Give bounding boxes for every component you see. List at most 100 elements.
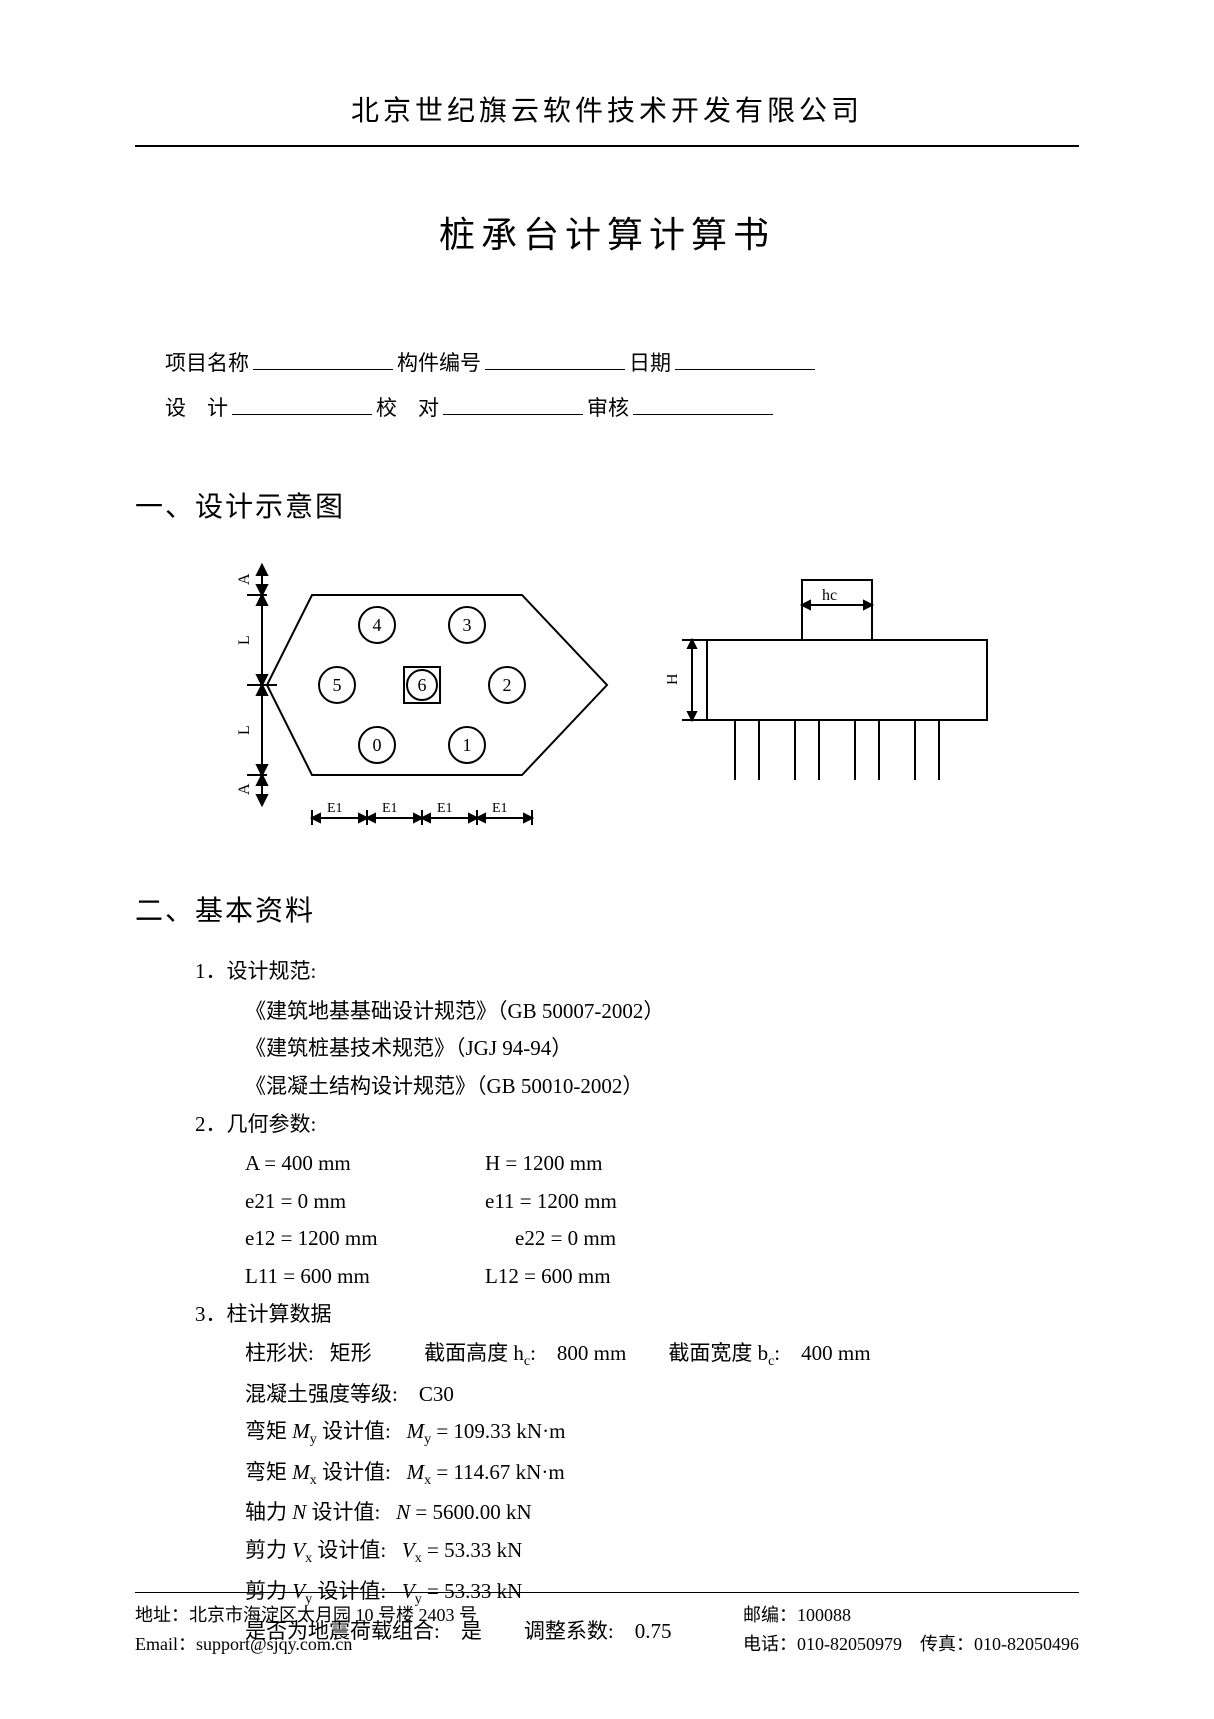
concrete-row: 混凝土强度等级: C30	[245, 1378, 1079, 1412]
date-label: 日期	[629, 347, 671, 381]
svg-text:E1: E1	[382, 801, 398, 816]
N-var2: N	[396, 1500, 410, 1524]
svg-text:L: L	[236, 636, 253, 646]
param-e22: e22 = 0 mm	[515, 1222, 695, 1256]
meta-row-2: 设 计 校 对 审核	[165, 389, 1079, 426]
company-header: 北京世纪旗云软件技术开发有限公司	[135, 90, 1079, 147]
diagram-container: A L L A 4 3	[135, 550, 1079, 830]
hc-label: 截面高度 h	[424, 1341, 524, 1365]
project-field	[253, 344, 393, 370]
svg-text:6: 6	[418, 675, 427, 695]
item2-label: 2．几何参数:	[195, 1108, 1079, 1142]
Mx-post: 设计值:	[317, 1460, 391, 1484]
N-var: N	[292, 1500, 306, 1524]
svg-text:5: 5	[333, 675, 342, 695]
meta-row-1: 项目名称 构件编号 日期	[165, 344, 1079, 381]
Mx-var2: M	[407, 1460, 425, 1484]
fax-label: 传真：	[920, 1634, 974, 1654]
param-H: H = 1200 mm	[485, 1147, 665, 1181]
Vx-pre: 剪力	[245, 1538, 292, 1562]
email-value: support@sjqy.com.cn	[196, 1634, 352, 1654]
design-label: 设 计	[165, 392, 228, 426]
N-post: 设计值:	[306, 1500, 380, 1524]
pile-cap-section-diagram: hc H	[667, 550, 1007, 830]
section1-title: 一、设计示意图	[135, 486, 1079, 531]
svg-text:2: 2	[503, 675, 512, 695]
param-L11: L11 = 600 mm	[245, 1260, 425, 1294]
item3-label: 3．柱计算数据	[195, 1298, 1079, 1332]
component-label: 构件编号	[397, 347, 481, 381]
hc-sub: c	[524, 1354, 530, 1369]
N-pre: 轴力	[245, 1500, 292, 1524]
zip-label: 邮编：	[743, 1605, 797, 1625]
bc-label: 截面宽度 b	[668, 1341, 768, 1365]
address-value: 北京市海淀区太月园 10 号楼 2403 号	[189, 1605, 477, 1625]
param-A: A = 400 mm	[245, 1147, 425, 1181]
svg-text:1: 1	[463, 735, 472, 755]
spec1: 《建筑地基基础设计规范》（GB 50007-2002）	[245, 995, 1079, 1029]
approve-label: 审核	[587, 392, 629, 426]
check-field	[443, 389, 583, 415]
phone-value: 010-82050979	[797, 1634, 902, 1654]
Mx-sub: x	[310, 1473, 317, 1488]
My-pre: 弯矩	[245, 1419, 292, 1443]
Vx-value: = 53.33 kN	[422, 1538, 523, 1562]
section2-title: 二、基本资料	[135, 890, 1079, 935]
email-label: Email：	[135, 1634, 196, 1654]
Mx-var: M	[292, 1460, 310, 1484]
svg-text:E1: E1	[492, 801, 508, 816]
spec2: 《建筑桩基技术规范》（JGJ 94-94）	[245, 1032, 1079, 1066]
column-shape-row: 柱形状: 矩形 截面高度 hc: 800 mm 截面宽度 bc: 400 mm	[245, 1337, 1079, 1374]
svg-text:hc: hc	[822, 587, 837, 604]
concrete-value: C30	[419, 1382, 454, 1406]
date-field	[675, 344, 815, 370]
project-label: 项目名称	[165, 347, 249, 381]
My-post: 设计值:	[317, 1419, 391, 1443]
shape-label: 柱形状:	[245, 1341, 314, 1365]
svg-text:4: 4	[373, 615, 382, 635]
svg-text:L: L	[236, 726, 253, 736]
My-row: 弯矩 My 设计值: My = 109.33 kN·m	[245, 1415, 1079, 1452]
shape-value: 矩形	[330, 1341, 372, 1365]
document-title: 桩承台计算计算书	[135, 207, 1079, 265]
component-field	[485, 344, 625, 370]
Vx-sub2: x	[415, 1551, 422, 1566]
Mx-row: 弯矩 Mx 设计值: Mx = 114.67 kN·m	[245, 1456, 1079, 1493]
item1-label: 1．设计规范:	[195, 955, 1079, 989]
fax-value: 010-82050496	[974, 1634, 1079, 1654]
spec3: 《混凝土结构设计规范》（GB 50010-2002）	[245, 1070, 1079, 1104]
Vx-var: V	[292, 1538, 305, 1562]
My-value: = 109.33 kN·m	[431, 1419, 565, 1443]
bc-value: 400 mm	[801, 1341, 870, 1365]
My-sub: y	[310, 1432, 317, 1447]
svg-text:A: A	[236, 783, 253, 795]
svg-text:0: 0	[373, 735, 382, 755]
check-label: 校 对	[376, 392, 439, 426]
zip-value: 100088	[797, 1605, 851, 1625]
param-e11: e11 = 1200 mm	[485, 1185, 665, 1219]
Vx-var2: V	[402, 1538, 415, 1562]
design-field	[232, 389, 372, 415]
Mx-value: = 114.67 kN·m	[431, 1460, 565, 1484]
param-e12: e12 = 1200 mm	[245, 1222, 425, 1256]
svg-text:A: A	[236, 573, 253, 585]
svg-text:E1: E1	[327, 801, 343, 816]
address-label: 地址：	[135, 1605, 189, 1625]
svg-text:H: H	[667, 673, 681, 685]
phone-label: 电话：	[743, 1634, 797, 1654]
Mx-pre: 弯矩	[245, 1460, 292, 1484]
pile-cap-plan-diagram: A L L A 4 3	[207, 550, 627, 830]
My-var: M	[292, 1419, 310, 1443]
N-value: = 5600.00 kN	[410, 1500, 532, 1524]
bc-sub: c	[768, 1354, 774, 1369]
N-row: 轴力 N 设计值: N = 5600.00 kN	[245, 1496, 1079, 1530]
svg-text:E1: E1	[437, 801, 453, 816]
hc-value: 800 mm	[557, 1341, 626, 1365]
approve-field	[633, 389, 773, 415]
Vx-post: 设计值:	[312, 1538, 386, 1562]
Vx-row: 剪力 Vx 设计值: Vx = 53.33 kN	[245, 1534, 1079, 1571]
My-var2: M	[407, 1419, 425, 1443]
param-L12: L12 = 600 mm	[485, 1260, 665, 1294]
concrete-label: 混凝土强度等级:	[245, 1382, 398, 1406]
page-footer: 地址：北京市海淀区太月园 10 号楼 2403 号 Email：support@…	[135, 1592, 1079, 1659]
